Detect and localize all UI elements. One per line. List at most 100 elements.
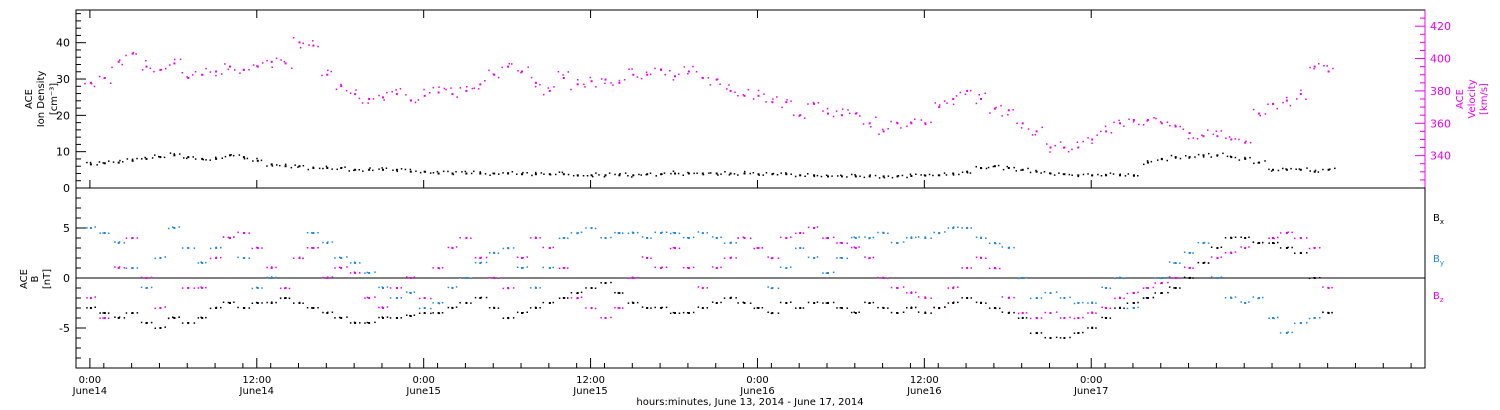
velocity-point-spread xyxy=(640,77,643,80)
bz-point-spread xyxy=(682,266,685,269)
density-point xyxy=(562,173,565,176)
density-point-spread xyxy=(484,173,487,175)
density-point-spread xyxy=(252,160,254,162)
velocity-point-spread xyxy=(817,102,820,104)
density-point-spread xyxy=(837,175,839,177)
by-point-spread xyxy=(516,266,519,268)
velocity-point-spread xyxy=(459,87,462,89)
x-tick-date: June15 xyxy=(405,386,441,397)
bz-point-spread xyxy=(777,257,780,259)
by-point-spread xyxy=(930,237,932,239)
density-point-spread xyxy=(96,164,98,166)
velocity-point-spread xyxy=(995,106,997,109)
velocity-point xyxy=(1160,122,1163,125)
bx-point-spread xyxy=(293,302,295,304)
by-point-spread xyxy=(459,277,461,279)
by-point-spread xyxy=(1078,302,1080,304)
by-point-spread xyxy=(1050,292,1052,294)
density-point-spread xyxy=(859,175,861,177)
bx-point-spread xyxy=(1091,326,1093,329)
bx-point-spread xyxy=(441,312,444,314)
bx-point-spread xyxy=(159,327,162,329)
density-point-spread xyxy=(473,170,475,173)
density-point-spread xyxy=(677,172,680,175)
by-point-spread xyxy=(933,231,935,234)
by-point-spread xyxy=(872,236,875,239)
velocity-point-spread xyxy=(1155,117,1157,120)
bx-point-spread xyxy=(614,291,616,294)
bz-point-spread xyxy=(406,276,408,278)
bx-point-spread xyxy=(1322,311,1324,314)
velocity-point-spread xyxy=(678,73,680,76)
bx-point-spread xyxy=(123,317,126,319)
bz-point-spread xyxy=(516,256,519,258)
velocity-point xyxy=(521,70,523,73)
bz-point-spread xyxy=(150,276,153,279)
velocity-point-spread xyxy=(165,67,167,70)
density-point-spread xyxy=(1226,155,1229,158)
velocity-point-spread xyxy=(664,74,666,76)
density-point-spread xyxy=(192,156,194,158)
density-point-spread xyxy=(1253,162,1255,165)
bz-point-spread xyxy=(1160,282,1162,285)
density-point-spread xyxy=(1268,168,1270,171)
bz-point-spread xyxy=(799,232,802,234)
bx-point-spread xyxy=(1126,302,1129,304)
density-point-spread xyxy=(831,175,833,177)
bx-point-spread xyxy=(197,317,200,319)
velocity-point xyxy=(1202,135,1205,138)
velocity-point xyxy=(451,93,454,96)
velocity-point-spread xyxy=(1215,130,1218,132)
velocity-point-spread xyxy=(438,86,440,88)
density-point-spread xyxy=(224,155,227,158)
bz-point xyxy=(924,297,927,299)
velocity-point xyxy=(1146,119,1149,121)
density-point-spread xyxy=(526,172,528,174)
density-point-spread xyxy=(586,175,589,177)
bz-point-spread xyxy=(181,287,184,289)
bx-point-spread xyxy=(980,301,982,304)
by-point-spread xyxy=(1257,297,1259,300)
density-point-spread xyxy=(561,171,564,174)
by-point-spread xyxy=(836,257,838,259)
velocity-point-spread xyxy=(1123,125,1125,127)
density-point-spread xyxy=(915,173,917,175)
by-point-spread xyxy=(585,227,587,229)
velocity-point xyxy=(534,81,537,84)
legend-by-main: B xyxy=(1433,254,1440,265)
bz-point-spread xyxy=(331,276,334,278)
by-point-spread xyxy=(692,236,695,239)
by-point-spread xyxy=(266,276,268,279)
density-axis-label-line3: [cm⁻³] xyxy=(49,83,60,115)
bx-point-spread xyxy=(181,322,184,324)
velocity-point-spread xyxy=(1187,137,1190,140)
bx-point-spread xyxy=(233,301,235,303)
bz-point-spread xyxy=(418,297,421,300)
by-point-spread xyxy=(1119,276,1121,279)
density-point-spread xyxy=(1282,167,1284,170)
bx-point-spread xyxy=(205,316,207,319)
by-point-spread xyxy=(882,231,884,234)
by-point-spread xyxy=(1126,307,1129,310)
density-point-spread xyxy=(655,175,657,177)
bz-point-spread xyxy=(327,276,329,278)
density-point-spread xyxy=(1290,167,1292,170)
density-point-spread xyxy=(1143,163,1145,166)
by-point-spread xyxy=(423,307,426,309)
bz-point-spread xyxy=(975,256,978,258)
bz-point-spread xyxy=(594,307,597,310)
bx-point xyxy=(117,317,120,319)
by-point-spread xyxy=(767,286,769,288)
density-point-spread xyxy=(1100,175,1103,177)
bz-point-spread xyxy=(378,306,380,309)
bz-point-spread xyxy=(1234,251,1237,253)
density-point-spread xyxy=(603,176,606,178)
density-point xyxy=(674,172,676,175)
by-point-spread xyxy=(1313,317,1315,319)
density-point-spread xyxy=(693,172,695,175)
by-point-spread xyxy=(716,237,718,239)
velocity-point xyxy=(674,75,676,78)
by-point xyxy=(368,272,371,274)
velocity-point-spread xyxy=(445,88,447,91)
